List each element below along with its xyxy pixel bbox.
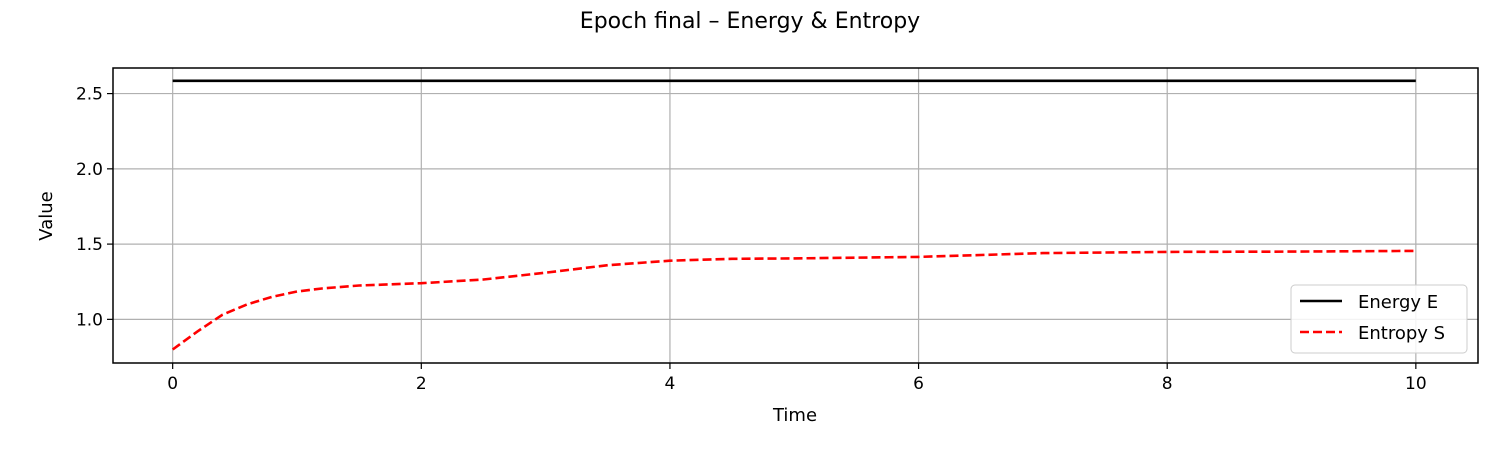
x-tick-label: 6 (913, 374, 924, 394)
chart-title: Epoch final – Energy & Entropy (580, 9, 920, 34)
x-tick-label: 2 (416, 374, 427, 394)
x-axis: 0 2 4 6 8 10 (167, 363, 1427, 394)
legend-label-entropy-s: Entropy S (1358, 323, 1445, 344)
series-line-entropy-s (171, 249, 1416, 351)
x-tick-label: 4 (665, 374, 676, 394)
x-axis-label: Time (772, 405, 817, 426)
x-tick-label: 8 (1162, 374, 1173, 394)
x-tick-label: 0 (167, 374, 178, 394)
x-tick-label: 10 (1405, 374, 1427, 394)
y-tick-label: 2.0 (76, 160, 103, 180)
y-tick-label: 1.5 (76, 235, 103, 255)
plot-area (171, 79, 1416, 351)
legend-label-energy-e: Energy E (1358, 292, 1438, 313)
y-axis: 1.0 1.5 2.0 2.5 (76, 85, 113, 330)
y-axis-label: Value (36, 191, 57, 240)
axes-frame (112, 67, 1479, 364)
legend: Energy E Entropy S (1290, 284, 1468, 354)
y-tick-label: 2.5 (76, 85, 103, 105)
grid (113, 68, 1478, 363)
y-tick-label: 1.0 (76, 310, 103, 330)
